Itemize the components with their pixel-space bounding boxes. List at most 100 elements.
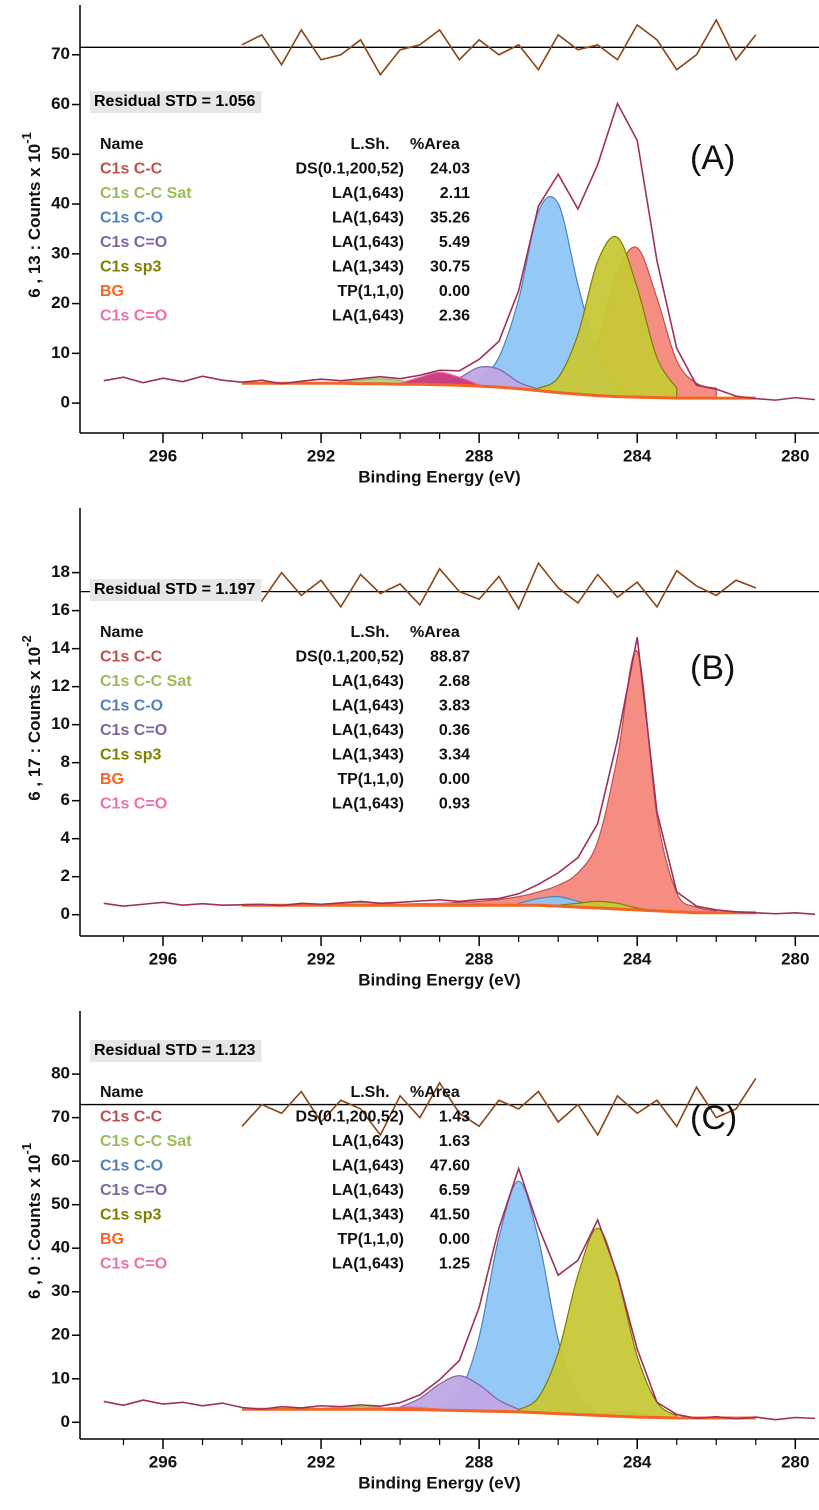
x-tick-label: 296 [149,446,177,465]
component-peak [399,650,717,914]
component-lineshape: LA(1,643) [332,796,404,813]
component-name: C1s sp3 [100,259,161,276]
component-area: 1.25 [439,1256,470,1273]
annotation: Residual STD = 1.056 [94,93,256,110]
data-line [103,637,816,916]
panel-label: (B) [690,649,735,687]
y-tick-label: 70 [51,44,70,63]
annotation-box [90,91,262,113]
x-tick-label: 292 [307,1452,335,1471]
component-name: C1s C=O [100,722,167,739]
component-area: 2.36 [439,308,470,325]
x-tick-label: 288 [465,949,493,968]
component-peak [537,235,678,399]
y-tick-label: 30 [51,1281,70,1300]
background-line [242,1407,756,1420]
x-tick-label: 296 [149,1452,177,1471]
component-name: C1s C-O [100,698,163,715]
panel-label: (A) [690,139,735,177]
x-tick-label: 296 [149,949,177,968]
component-lineshape: LA(1,643) [332,1158,404,1175]
component-area: 35.26 [430,210,470,227]
component-name: C1s C=O [100,308,167,325]
x-tick-label: 280 [781,1452,809,1471]
y-tick-label: 60 [51,94,70,113]
plot-area [103,1166,816,1421]
y-tick-label: 20 [51,1325,70,1344]
x-axis-label: Binding Energy (eV) [358,970,520,989]
component-name: C1s C-C [100,649,163,666]
table-header: %Area [410,136,460,153]
component-lineshape: LA(1,643) [332,185,404,202]
component-lineshape: LA(1,643) [332,210,404,227]
component-name: C1s C-C Sat [100,673,192,690]
x-tick-label: 280 [781,949,809,968]
panel: 0 10 20 30 40 50 60 70 80 296 292 288 284 280 Binding … [19,1011,819,1492]
x-tick-label: 280 [781,446,809,465]
component-name: C1s C-C [100,161,163,178]
component-name: C1s C-O [100,1158,163,1175]
component-lineshape: LA(1,343) [332,259,404,276]
component-lineshape: LA(1,343) [332,1207,404,1224]
x-tick-label: 284 [623,446,652,465]
y-axis-label-exponent: -1 [19,132,34,144]
y-axis-label-exponent: -2 [19,635,34,647]
component-lineshape: LA(1,643) [332,673,404,690]
plot-area [103,101,816,401]
y-tick-label: 8 [61,752,70,771]
data-line [103,101,816,401]
component-name: BG [100,1231,124,1248]
panel-label: (C) [690,1099,737,1137]
component-lineshape: TP(1,1,0) [337,771,404,788]
y-tick-label: 30 [51,243,70,262]
component-area: 2.68 [439,673,470,690]
component-peak [399,1375,520,1413]
component-lineshape: LA(1,643) [332,1256,404,1273]
component-lineshape: LA(1,643) [332,1182,404,1199]
y-axis-label-base: 6 , 0 : Counts x 10 [25,1155,44,1300]
y-tick-label: 12 [51,676,70,695]
y-tick-label: 10 [51,714,70,733]
component-lineshape: DS(0.1,200,52) [295,1109,404,1126]
annotation: Residual STD = 1.123 [94,1042,256,1059]
y-tick-label: 4 [61,828,71,847]
annotation: Residual STD = 1.197 [94,581,256,598]
panel: 0 2 4 6 8 10 12 14 16 18 296 292 288 284 280 Binding En… [19,508,819,989]
y-tick-label: 50 [51,144,70,163]
table-header: Name [100,1084,144,1101]
y-tick-label: 0 [61,1412,70,1431]
component-lineshape: LA(1,343) [332,747,404,764]
x-axis-label: Binding Energy (eV) [358,467,520,486]
component-name: C1s C=O [100,234,167,251]
component-area: 0.93 [439,796,470,813]
y-axis-label: 6 , 0 : Counts x 10-1 [19,1143,44,1299]
component-area: 1.43 [439,1109,470,1126]
component-area: 24.03 [430,161,470,178]
x-tick-label: 284 [623,1452,652,1471]
annotation-box [90,579,262,601]
x-tick-label: 284 [623,949,652,968]
component-lineshape: LA(1,643) [332,698,404,715]
component-name: C1s sp3 [100,747,161,764]
y-axis-label: 6 , 17 : Counts x 10-2 [19,635,44,801]
background-line [242,381,756,400]
y-tick-label: 6 [61,790,70,809]
component-name: BG [100,283,124,300]
component-area: 30.75 [430,259,470,276]
component-name: C1s sp3 [100,1207,161,1224]
component-lineshape: LA(1,643) [332,722,404,739]
y-axis-label: 6 , 13 : Counts x 10-1 [19,132,44,298]
residual-line [241,1078,757,1137]
y-tick-label: 14 [51,638,70,657]
component-area: 5.49 [439,234,470,251]
component-area: 1.63 [439,1133,470,1150]
y-tick-label: 80 [51,1064,70,1083]
y-tick-label: 10 [51,1368,70,1387]
component-area: 0.00 [439,1231,470,1248]
x-tick-label: 292 [307,949,335,968]
y-tick-label: 40 [51,1238,70,1257]
component-name: C1s C-C Sat [100,1133,192,1150]
component-name: C1s C-C Sat [100,185,192,202]
y-tick-label: 50 [51,1194,70,1213]
